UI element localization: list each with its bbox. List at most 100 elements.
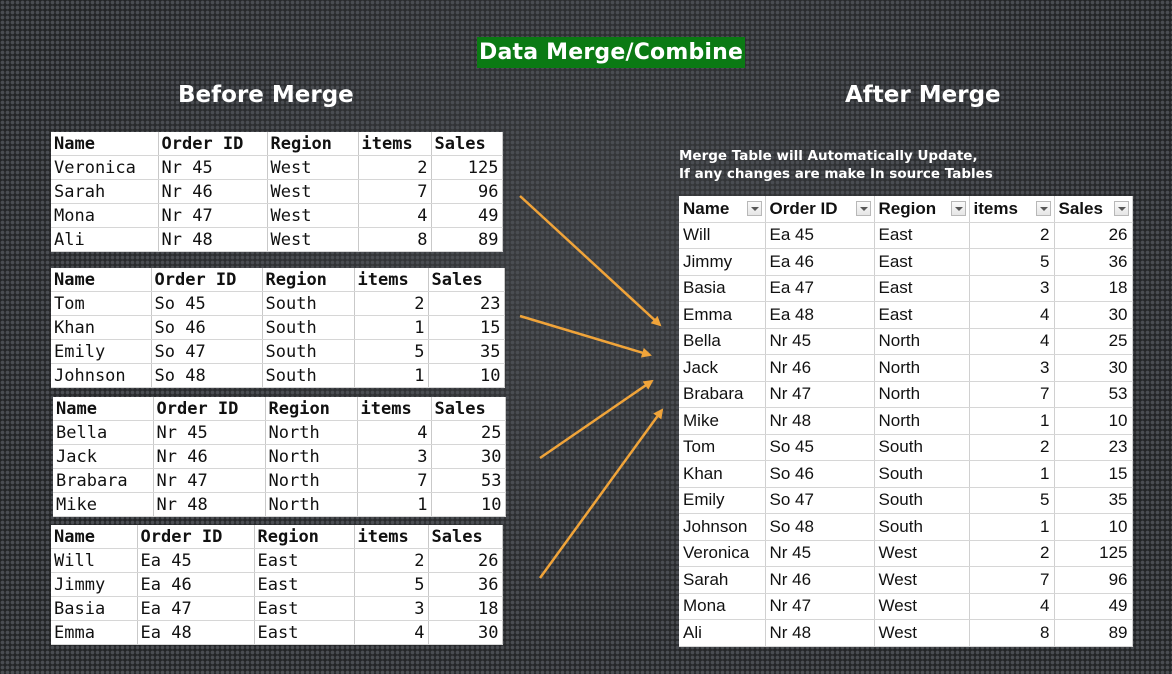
table-cell: West bbox=[267, 203, 359, 228]
table-cell: 49 bbox=[1054, 593, 1133, 620]
column-header: Sales bbox=[431, 132, 503, 156]
table-cell: Ea 45 bbox=[137, 548, 255, 573]
table-cell: 1 bbox=[969, 407, 1055, 435]
before-merge-heading: Before Merge bbox=[178, 82, 354, 108]
table-cell: Bella bbox=[679, 328, 766, 355]
table-cell: 125 bbox=[1054, 540, 1133, 567]
column-header: Order ID bbox=[137, 525, 255, 549]
table-cell: 7 bbox=[969, 381, 1055, 408]
merged-header-order-id[interactable]: Order ID bbox=[765, 196, 875, 223]
table-cell: 53 bbox=[1054, 381, 1133, 408]
column-header: Order ID bbox=[151, 268, 263, 292]
table-cell: Nr 46 bbox=[765, 354, 875, 382]
table-cell: Nr 45 bbox=[158, 155, 268, 180]
table-cell: Nr 48 bbox=[765, 407, 875, 435]
table-cell: Nr 46 bbox=[158, 179, 268, 204]
column-header: Region bbox=[254, 525, 355, 549]
table-cell: South bbox=[262, 339, 355, 364]
table-cell: 15 bbox=[428, 315, 505, 340]
table-row: Mona Nr 47 West 4 49 bbox=[51, 203, 503, 228]
table-row: Veronica Nr 45 West 2 125 bbox=[51, 155, 503, 180]
table-cell: 23 bbox=[428, 291, 505, 316]
table-cell: So 48 bbox=[151, 363, 263, 388]
table-cell: 3 bbox=[357, 444, 432, 469]
table-cell: 25 bbox=[1054, 328, 1133, 355]
source-header-row: Name Order ID Region items Sales bbox=[51, 132, 503, 156]
filter-dropdown-icon[interactable] bbox=[950, 201, 966, 216]
merged-header-items[interactable]: items bbox=[969, 196, 1055, 223]
table-cell: Basia bbox=[679, 275, 766, 302]
table-cell: 8 bbox=[969, 619, 1055, 647]
table-row: Tom So 45 South 2 23 bbox=[51, 291, 505, 316]
filter-dropdown-icon[interactable] bbox=[1035, 201, 1051, 216]
table-cell: Nr 48 bbox=[158, 227, 268, 252]
table-cell: Mike bbox=[679, 407, 766, 435]
column-header: Order ID bbox=[153, 397, 266, 421]
merged-header-name[interactable]: Name bbox=[679, 196, 766, 223]
table-cell: 25 bbox=[431, 420, 506, 445]
table-row: Emily So 47 South 5 35 bbox=[51, 339, 505, 364]
table-cell: Nr 48 bbox=[153, 492, 266, 517]
table-cell: Ea 45 bbox=[765, 222, 875, 249]
table-cell: Sarah bbox=[679, 566, 766, 594]
after-merge-heading: After Merge bbox=[845, 82, 1001, 108]
column-header: Name bbox=[53, 397, 154, 421]
table-cell: West bbox=[874, 566, 970, 594]
table-row: Khan So 46 South 1 15 bbox=[679, 460, 1133, 488]
table-cell: Nr 45 bbox=[765, 540, 875, 567]
column-header: Name bbox=[51, 525, 138, 549]
table-row: Ali Nr 48 West 8 89 bbox=[679, 619, 1133, 647]
table-row: Mike Nr 48 North 1 10 bbox=[53, 492, 506, 517]
table-cell: Nr 47 bbox=[158, 203, 268, 228]
merged-header-region[interactable]: Region bbox=[874, 196, 970, 223]
table-cell: Will bbox=[51, 548, 138, 573]
table-cell: Nr 48 bbox=[765, 619, 875, 647]
column-header: Name bbox=[51, 268, 152, 292]
table-row: Brabara Nr 47 North 7 53 bbox=[53, 468, 506, 493]
table-cell: East bbox=[254, 596, 355, 621]
table-cell: 5 bbox=[969, 487, 1055, 514]
table-row: Mona Nr 47 West 4 49 bbox=[679, 593, 1133, 620]
column-header: Name bbox=[51, 132, 159, 156]
table-cell: 23 bbox=[1054, 434, 1133, 461]
table-cell: North bbox=[874, 328, 970, 355]
table-cell: 18 bbox=[1054, 275, 1133, 302]
table-cell: Johnson bbox=[51, 363, 152, 388]
table-cell: 8 bbox=[358, 227, 432, 252]
table-cell: Nr 46 bbox=[765, 566, 875, 594]
table-cell: East bbox=[254, 548, 355, 573]
table-row: Sarah Nr 46 West 7 96 bbox=[679, 566, 1133, 594]
merged-header-sales[interactable]: Sales bbox=[1054, 196, 1133, 223]
table-cell: South bbox=[262, 291, 355, 316]
table-cell: Mona bbox=[51, 203, 159, 228]
table-cell: 2 bbox=[354, 548, 429, 573]
table-cell: North bbox=[265, 420, 358, 445]
table-row: Will Ea 45 East 2 26 bbox=[51, 548, 503, 573]
table-cell: 30 bbox=[1054, 301, 1133, 329]
table-cell: Sarah bbox=[51, 179, 159, 204]
table-row: Emma Ea 48 East 4 30 bbox=[679, 301, 1133, 329]
source-table: Name Order ID Region items Sales Bella Nr 45 No… bbox=[53, 397, 506, 517]
table-cell: South bbox=[262, 315, 355, 340]
table-cell: 3 bbox=[969, 354, 1055, 382]
table-cell: North bbox=[265, 492, 358, 517]
table-cell: 26 bbox=[1054, 222, 1133, 249]
table-cell: Nr 47 bbox=[153, 468, 266, 493]
column-header: Region bbox=[265, 397, 358, 421]
filter-dropdown-icon[interactable] bbox=[746, 201, 762, 216]
table-cell: Mona bbox=[679, 593, 766, 620]
table-cell: Mike bbox=[53, 492, 154, 517]
table-cell: Ea 46 bbox=[765, 248, 875, 276]
table-cell: 36 bbox=[1054, 248, 1133, 276]
table-cell: So 45 bbox=[765, 434, 875, 461]
table-row: Basia Ea 47 East 3 18 bbox=[679, 275, 1133, 302]
merged-header-row: Name Order ID Region items Sales bbox=[679, 196, 1133, 223]
table-cell: Emma bbox=[679, 301, 766, 329]
filter-dropdown-icon[interactable] bbox=[855, 201, 871, 216]
table-cell: 35 bbox=[428, 339, 505, 364]
table-row: Bella Nr 45 North 4 25 bbox=[679, 328, 1133, 355]
filter-dropdown-icon[interactable] bbox=[1113, 201, 1129, 216]
table-row: Sarah Nr 46 West 7 96 bbox=[51, 179, 503, 204]
table-cell: West bbox=[267, 179, 359, 204]
